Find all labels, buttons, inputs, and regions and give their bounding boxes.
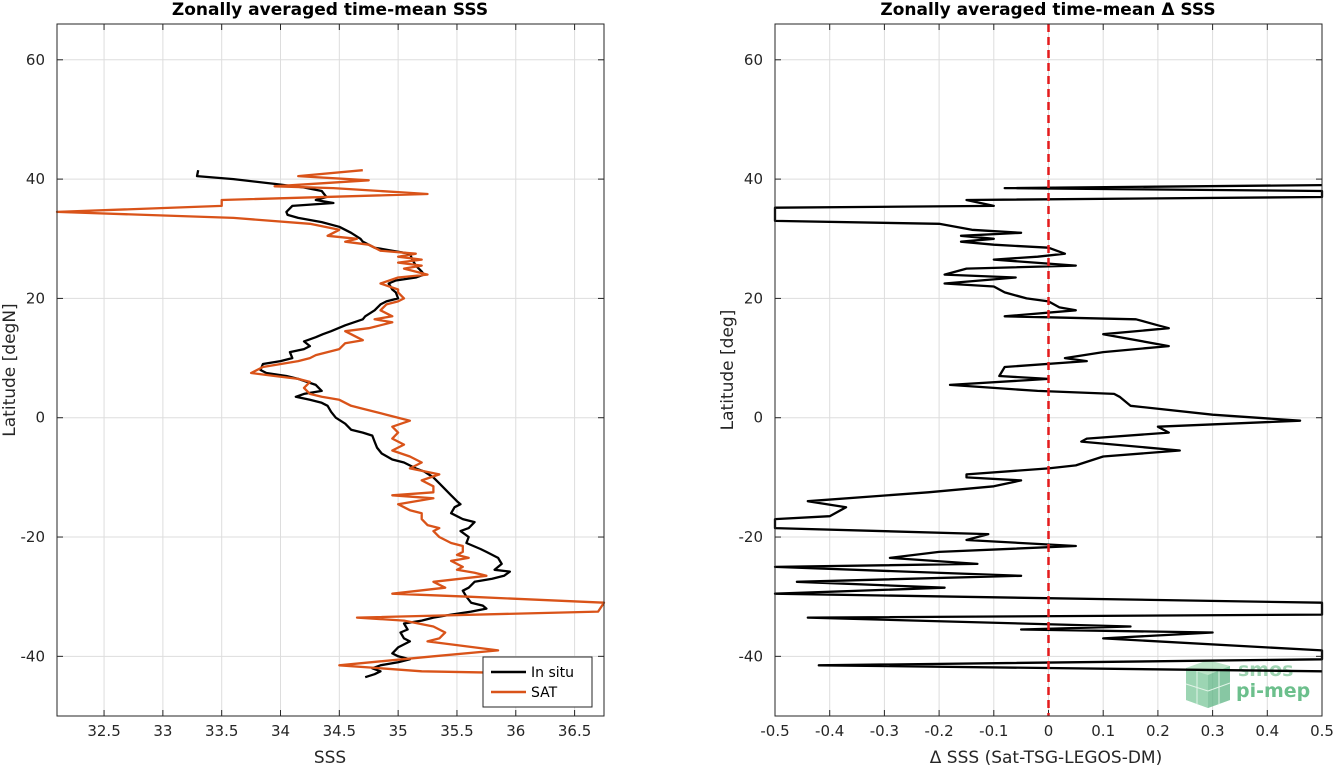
smos-pimep-logo: smos pi-mep <box>1185 659 1310 708</box>
sss-xtick-label: 35.5 <box>440 722 473 740</box>
delta-title: Zonally averaged time-mean Δ SSS <box>880 0 1215 20</box>
sss-xtick-label: 32.5 <box>87 722 120 740</box>
sss-ticks: 32.5 33 33.5 34 34.5 35 35.5 36 36.5 -40 -20 0 20 40 6… <box>21 24 604 740</box>
delta-ylabel: Latitude [deg] <box>718 310 738 431</box>
sss-xtick-label: 34 <box>271 722 290 740</box>
sss-xtick-label: 34.5 <box>323 722 356 740</box>
delta-xtick-label: 0.1 <box>1091 722 1115 740</box>
legend: In situ SAT <box>482 656 593 708</box>
delta-ytick-label: 40 <box>744 170 763 188</box>
sss-series-line-sat <box>55 169 606 676</box>
sss-xtick-label: 33 <box>153 722 172 740</box>
sss-xtick-label: 36.5 <box>558 722 591 740</box>
delta-series-line-0 <box>773 183 1324 673</box>
delta-ytick-label: -40 <box>739 647 764 665</box>
delta-ytick-label: 0 <box>753 409 763 427</box>
delta-xtick-label: 0.4 <box>1255 722 1279 740</box>
delta-ytick-label: -20 <box>739 528 764 546</box>
delta-ytick-label: 60 <box>744 51 763 69</box>
delta-xtick-label: 0.5 <box>1310 722 1333 740</box>
delta-xtick-label: 0.3 <box>1201 722 1225 740</box>
sss-ylabel: Latitude [degN] <box>0 303 20 436</box>
delta-xtick-label: -0.1 <box>979 722 1008 740</box>
delta-ticks: -0.5 -0.4 -0.3 -0.2 -0.1 0 0.1 0.2 0.3 0.4 0.5 -40 -… <box>739 24 1333 740</box>
sss-xtick-label: 35 <box>389 722 408 740</box>
delta-xtick-label: -0.5 <box>760 722 789 740</box>
delta-sss-panel: -0.5 -0.4 -0.3 -0.2 -0.1 0 0.1 0.2 0.3 0.4 0.5 -40 -… <box>718 0 1333 765</box>
logo-cube-icon <box>1185 660 1231 708</box>
sss-ytick-label: 60 <box>26 51 45 69</box>
logo-line2: pi-mep <box>1236 680 1310 702</box>
sss-xlabel: SSS <box>314 748 346 765</box>
delta-xtick-label: -0.3 <box>870 722 899 740</box>
delta-xtick-label: 0.2 <box>1146 722 1170 740</box>
legend-insitu-label: In situ <box>531 665 574 681</box>
delta-xtick-label: 0 <box>1044 722 1054 740</box>
sss-title: Zonally averaged time-mean SSS <box>172 0 488 20</box>
delta-xtick-label: -0.2 <box>924 722 953 740</box>
delta-xtick-label: -0.4 <box>815 722 844 740</box>
delta-ytick-label: 20 <box>744 289 763 307</box>
legend-sat-label: SAT <box>531 685 558 701</box>
sss-panel: 32.5 33 33.5 34 34.5 35 35.5 36 36.5 -40 -20 0 20 40 6… <box>0 0 606 765</box>
sss-ytick-label: 0 <box>35 409 45 427</box>
sss-plot-area <box>57 24 604 716</box>
sss-ytick-label: -40 <box>21 647 46 665</box>
sss-axes-box <box>56 23 605 717</box>
delta-axes-box <box>774 23 1323 717</box>
sss-xtick-label: 36 <box>506 722 525 740</box>
sss-ytick-label: -20 <box>21 528 46 546</box>
sss-xtick-label: 33.5 <box>205 722 238 740</box>
delta-xlabel: Δ SSS (Sat-TSG-LEGOS-DM) <box>930 748 1162 765</box>
sss-ytick-label: 20 <box>26 289 45 307</box>
sss-series <box>55 169 606 679</box>
delta-series <box>773 183 1324 673</box>
legend-box <box>482 656 593 708</box>
sss-ytick-label: 40 <box>26 170 45 188</box>
